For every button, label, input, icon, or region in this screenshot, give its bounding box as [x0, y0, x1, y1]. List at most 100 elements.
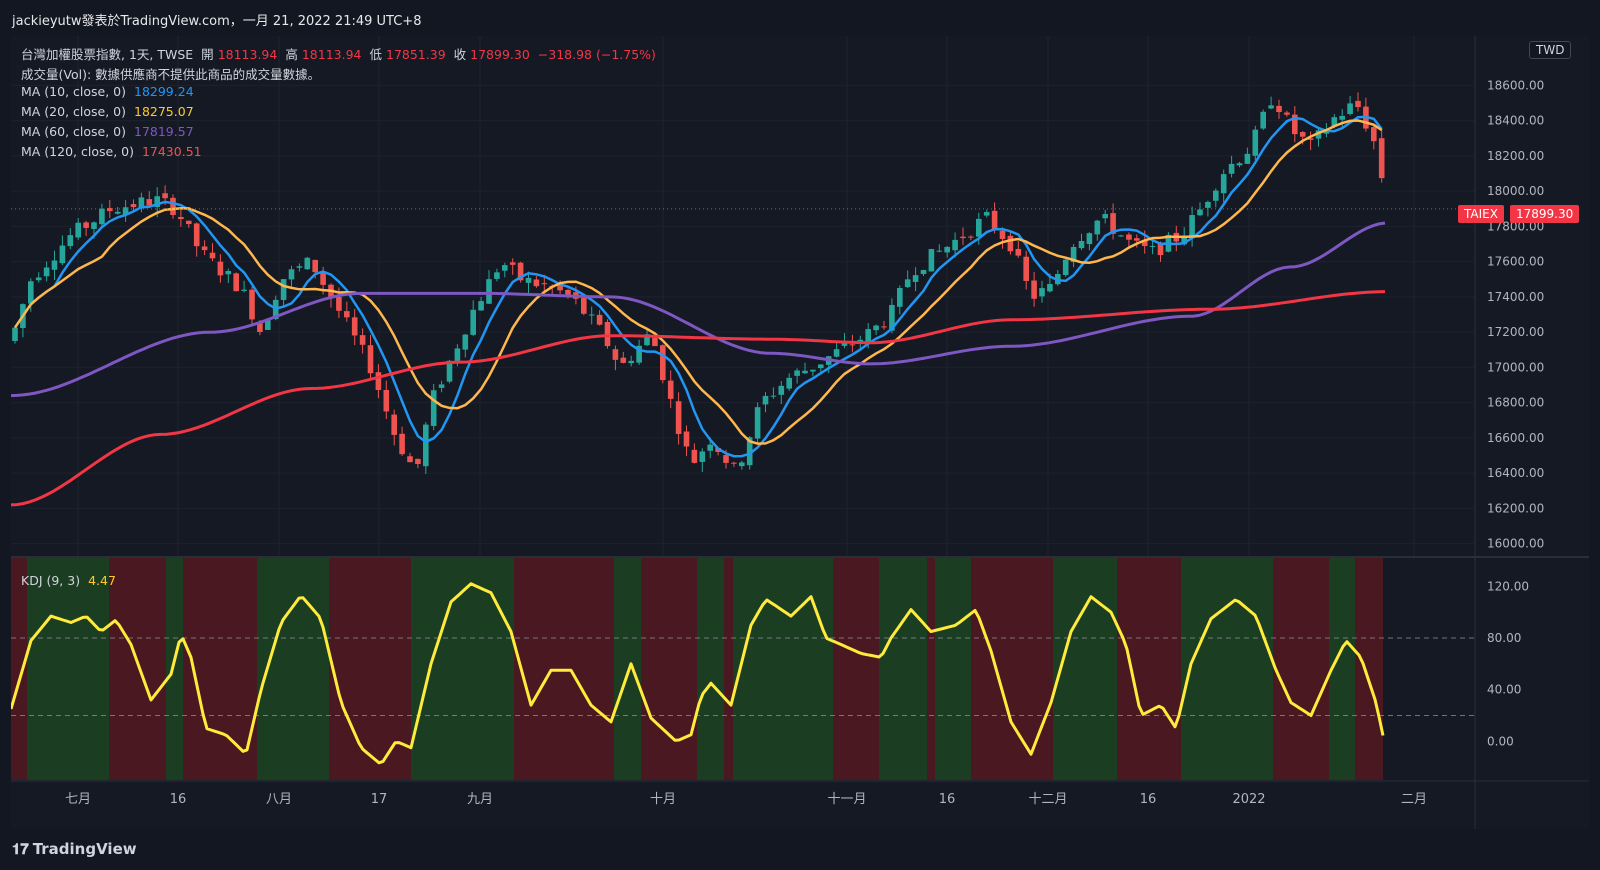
candle-body	[178, 216, 184, 220]
candle-body	[1094, 220, 1101, 235]
close-value: 17899.30	[470, 47, 530, 62]
candle-body	[525, 277, 532, 283]
kdj-tick-label: 80.00	[1487, 631, 1521, 645]
kdj-band	[614, 558, 641, 780]
candle-body	[1371, 127, 1377, 142]
kdj-band	[833, 558, 879, 780]
candle-body	[1118, 235, 1124, 237]
ma120-label: MA (120, close, 0)	[21, 144, 134, 159]
symbol-info: 台灣加權股票指數, 1天, TWSE	[21, 47, 194, 62]
candle-body	[936, 250, 943, 252]
last-price-tag: 17899.30	[1510, 205, 1580, 223]
candle-body	[1031, 280, 1037, 299]
candle-body	[83, 222, 89, 228]
candle-body	[533, 279, 540, 287]
candle-body	[509, 262, 516, 265]
candle-body	[628, 360, 634, 364]
brand-name: TradingView	[32, 840, 137, 858]
candle-body	[1078, 241, 1085, 249]
candle-body	[170, 197, 176, 215]
candle-body	[1039, 288, 1045, 297]
candle-body	[12, 327, 18, 342]
ma10-legend[interactable]: MA (10, close, 0) 18299.24	[21, 84, 198, 99]
kdj-band	[935, 558, 971, 780]
price-tick-label: 17600.00	[1487, 255, 1544, 269]
kdj-band	[1181, 558, 1273, 780]
candle-body	[446, 360, 453, 382]
symbol-legend: 台灣加權股票指數, 1天, TWSE 開 18113.94 高 18113.94 低…	[21, 44, 660, 63]
candle-body	[1331, 117, 1338, 127]
kdj-band	[27, 558, 109, 780]
price-tick-label: 18200.00	[1487, 149, 1544, 163]
candle-body	[430, 390, 437, 426]
price-tick-label: 16400.00	[1487, 466, 1544, 480]
candle-body	[478, 301, 484, 311]
candle-body	[802, 370, 808, 374]
candle-body	[186, 220, 192, 225]
kdj-band	[329, 558, 411, 780]
candle-body	[1102, 214, 1108, 219]
candle-body	[636, 345, 642, 363]
kdj-band	[971, 558, 1053, 780]
ma10-label: MA (10, close, 0)	[21, 84, 127, 99]
candle-body	[296, 266, 303, 268]
candle-body	[1141, 240, 1148, 247]
candle-body	[1252, 129, 1259, 156]
candle-body	[675, 401, 682, 434]
candle-body	[217, 261, 224, 276]
candle-body	[75, 222, 81, 238]
chart-canvas[interactable]: 18600.0018400.0018200.0018000.0017800.00…	[11, 36, 1589, 829]
candle-body	[28, 281, 34, 304]
kdj-band	[109, 558, 166, 780]
candle-body	[233, 273, 239, 292]
candle-body	[1213, 190, 1219, 201]
chart-frame[interactable]: 18600.00 18400.00 18200.00 18000.00 17800.00…	[11, 36, 1589, 829]
candle-body	[683, 431, 690, 447]
candle-body	[225, 271, 232, 275]
ma20-legend[interactable]: MA (20, close, 0) 18275.07	[21, 104, 198, 119]
candle-body	[114, 211, 121, 214]
change-value: −318.98 (−1.75%)	[537, 47, 656, 62]
candle-body	[375, 372, 382, 390]
low-value: 17851.39	[386, 47, 446, 62]
candle-body	[667, 380, 674, 399]
candle-body	[35, 277, 42, 281]
candle-body	[596, 314, 603, 325]
price-tick-label: 16600.00	[1487, 431, 1544, 445]
ma120-legend[interactable]: MA (120, close, 0) 17430.51	[21, 144, 206, 159]
candle-body	[407, 456, 413, 463]
kdj-legend[interactable]: KDJ (9, 3) 4.47	[21, 573, 120, 588]
candle-body	[1276, 105, 1282, 113]
high-label: 高	[285, 47, 298, 62]
candle-body	[952, 239, 958, 251]
candle-body	[1134, 238, 1140, 241]
candle-body	[770, 395, 777, 397]
publisher-line: jackieyutw發表於TradingView.com，一月 21, 2022…	[12, 14, 422, 29]
symbol-price-tag: TAIEX	[1458, 205, 1504, 223]
kdj-band	[1355, 558, 1383, 780]
price-tick-label: 16000.00	[1487, 537, 1544, 551]
candle-body	[99, 208, 105, 225]
candle-body	[778, 385, 785, 395]
ma60-legend[interactable]: MA (60, close, 0) 17819.57	[21, 124, 198, 139]
currency-badge[interactable]: TWD	[1529, 41, 1572, 59]
candle-body	[280, 279, 287, 300]
candle-body	[1023, 256, 1029, 281]
candle-body	[209, 252, 216, 259]
kdj-band	[183, 558, 257, 780]
candle-body	[193, 223, 200, 247]
tradingview-logo[interactable]: 𝟏𝟕 TradingView	[12, 840, 137, 858]
candle-body	[557, 283, 563, 291]
candle-body	[367, 345, 374, 374]
candle-body	[59, 245, 66, 264]
candle-body	[423, 424, 429, 467]
candle-body	[739, 462, 745, 467]
candle-body	[928, 249, 935, 272]
candle-body	[991, 210, 998, 230]
candle-body	[723, 455, 729, 463]
candle-body	[912, 275, 919, 282]
time-axis-label: 2022	[1232, 792, 1265, 807]
candle-body	[786, 377, 792, 389]
low-label: 低	[369, 47, 382, 62]
open-value: 18113.94	[217, 47, 278, 62]
